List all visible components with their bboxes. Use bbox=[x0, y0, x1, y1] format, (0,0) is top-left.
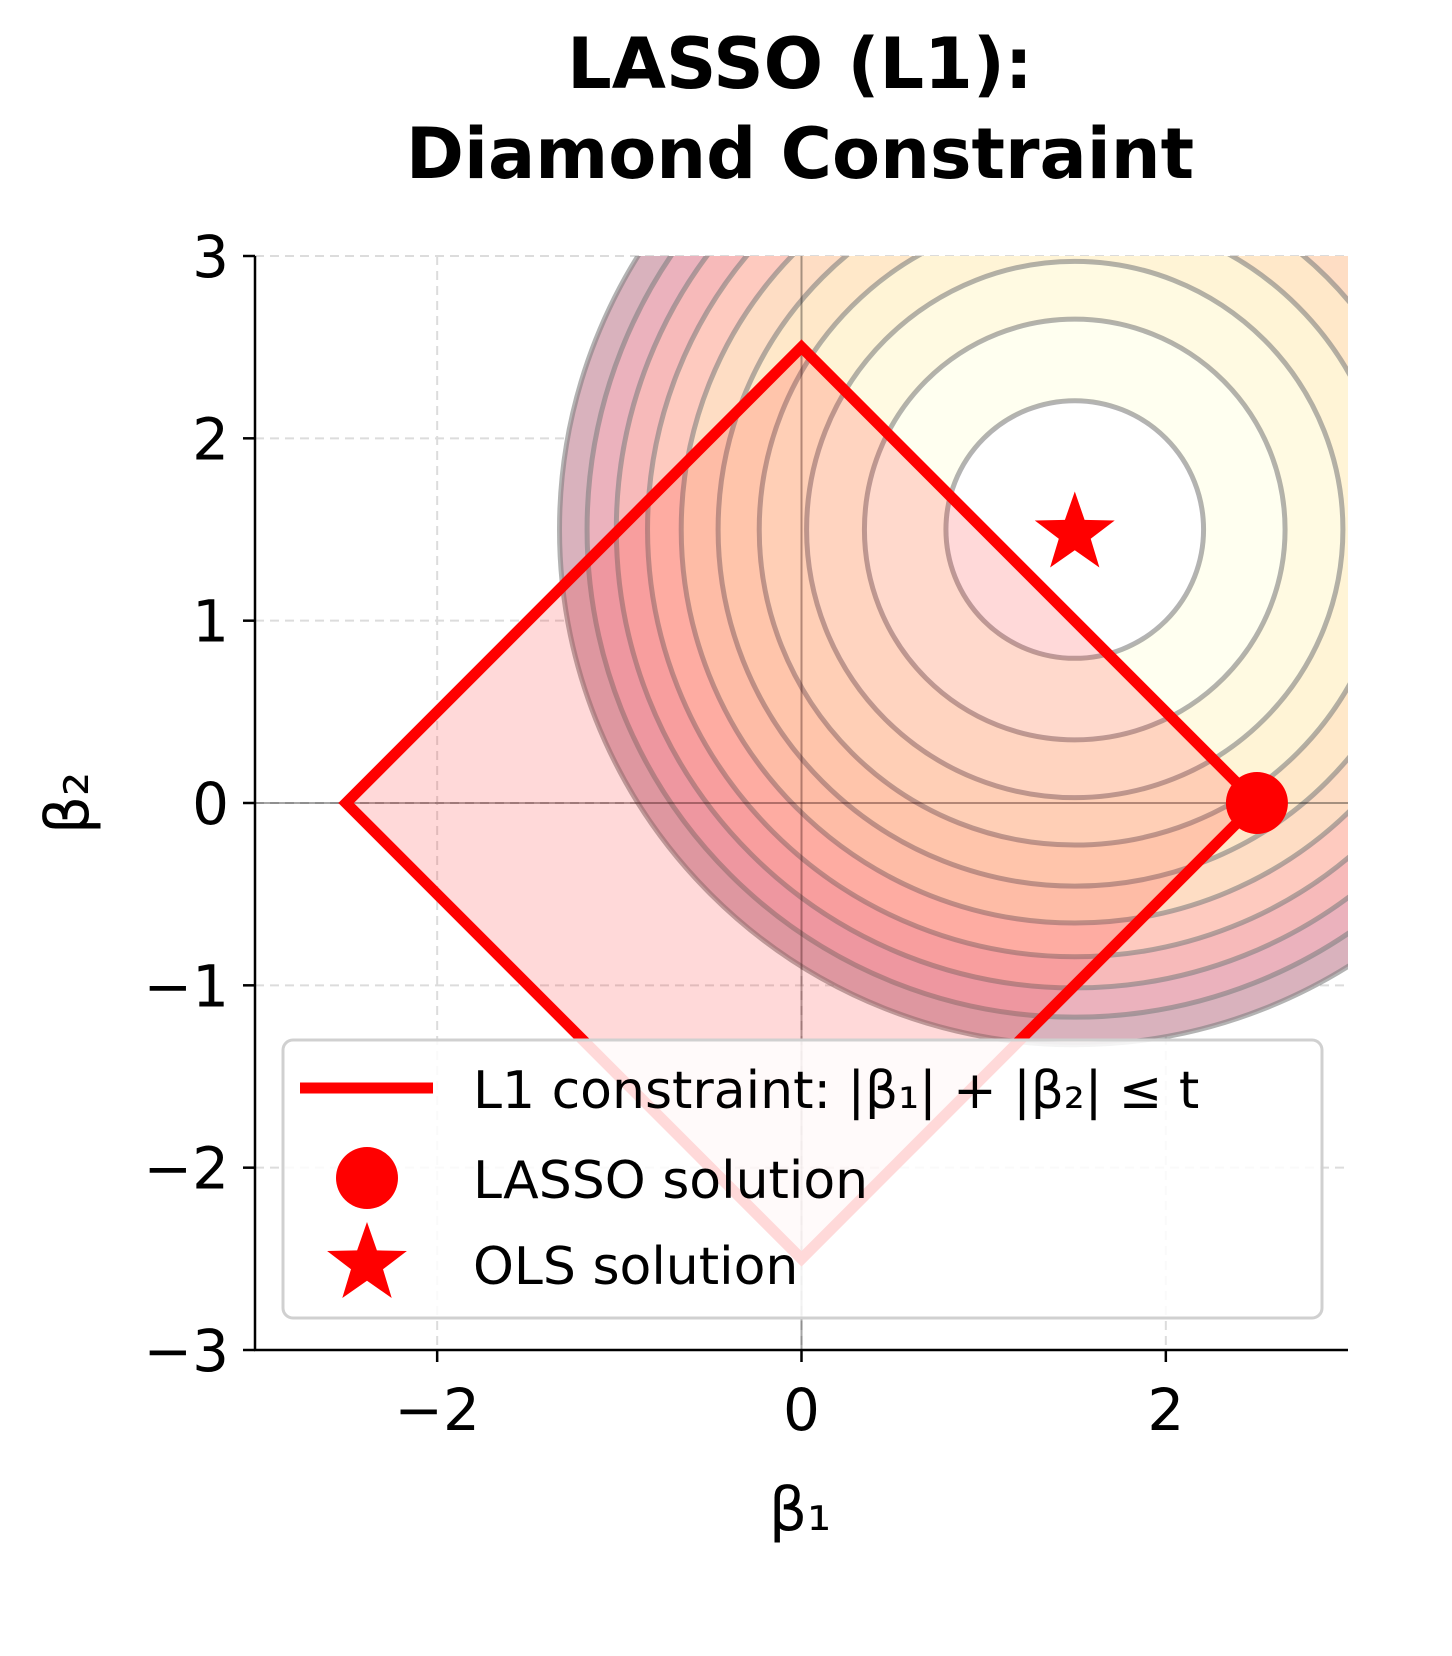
chart-title-line-1: LASSO (L1): bbox=[567, 23, 1033, 105]
lasso-solution-point bbox=[1225, 772, 1288, 834]
y-tick-label: 2 bbox=[192, 405, 229, 473]
contour-line bbox=[715, 256, 1348, 889]
legend-star-marker bbox=[327, 1222, 407, 1298]
y-tick-label: 3 bbox=[192, 223, 229, 291]
chart-title-line-2: Diamond Constraint bbox=[406, 113, 1194, 195]
legend-box bbox=[281, 1038, 1324, 1320]
y-tick-label: −2 bbox=[144, 1135, 230, 1203]
y-axis-label: β₂ bbox=[33, 772, 103, 834]
legend: L1 constraint: |β₁| + |β₂| ≤ t LASSO sol… bbox=[281, 1038, 1324, 1320]
contour-line bbox=[804, 258, 1346, 801]
contour-line bbox=[678, 256, 1348, 926]
legend-label-constraint: L1 constraint: |β₁| + |β₂| ≤ t bbox=[473, 1061, 1199, 1121]
y-tick-label: 1 bbox=[192, 588, 229, 656]
contour-line bbox=[645, 256, 1348, 960]
y-tick-label: 0 bbox=[192, 770, 229, 838]
legend-label-lasso: LASSO solution bbox=[473, 1151, 868, 1211]
contour-line bbox=[756, 256, 1348, 848]
y-tick-label: −3 bbox=[144, 1317, 230, 1385]
x-tick-label: −2 bbox=[394, 1376, 480, 1444]
axes: −2 0 2 −3 −2 −1 0 1 2 3 bbox=[144, 223, 1348, 1444]
ols-solution-star bbox=[1034, 491, 1115, 568]
contour-line bbox=[861, 316, 1288, 743]
x-tick-label: 2 bbox=[1147, 1376, 1184, 1444]
plot-area bbox=[255, 256, 1348, 1350]
x-axis-label: β₁ bbox=[769, 1475, 831, 1545]
legend-circle-marker bbox=[336, 1147, 398, 1209]
contour-line bbox=[943, 398, 1207, 661]
contour-line bbox=[584, 256, 1348, 1020]
legend-label-ols: OLS solution bbox=[473, 1237, 798, 1297]
y-tick-label: −1 bbox=[144, 952, 230, 1020]
x-tick-label: 0 bbox=[783, 1376, 820, 1444]
